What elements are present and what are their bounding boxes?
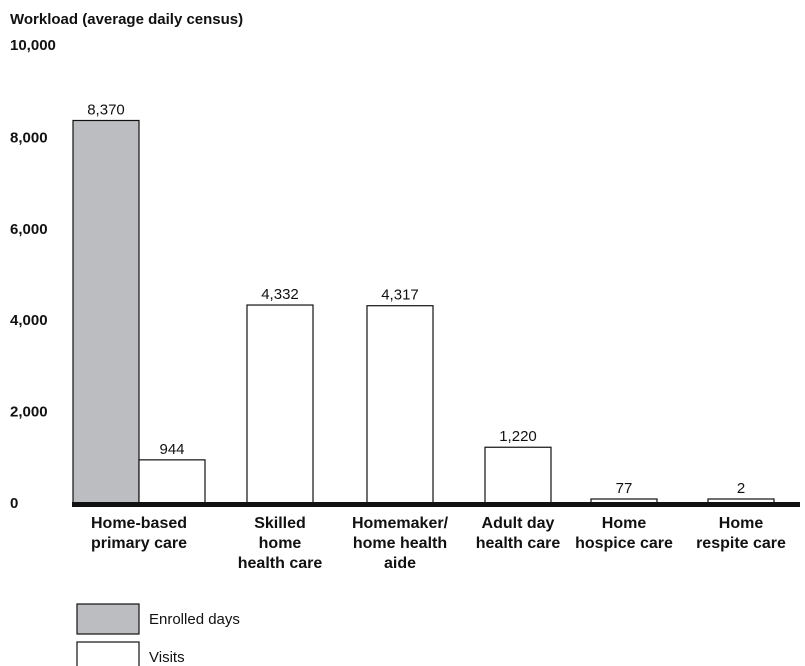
category-label: respite care <box>696 535 786 552</box>
category-label: Homemaker/ <box>352 515 449 532</box>
category-label: hospice care <box>575 535 673 552</box>
bar <box>366 305 434 504</box>
x-axis-baseline <box>72 502 800 507</box>
bar <box>72 119 140 504</box>
y-axis-title: Workload (average daily census) <box>10 11 243 28</box>
data-label: 4,317 <box>381 287 419 304</box>
category-label: home <box>259 535 302 552</box>
bar <box>246 304 314 504</box>
y-axis-ticks: 0 2,000 4,000 6,000 8,000 10,000 <box>10 37 56 512</box>
data-label: 77 <box>616 480 633 497</box>
legend-label: Visits <box>149 649 185 666</box>
y-tick-label: 6,000 <box>10 221 48 238</box>
category-label: health care <box>476 535 561 552</box>
legend-label: Enrolled days <box>149 611 240 628</box>
category-label: home health <box>353 535 447 552</box>
legend-swatch <box>76 603 140 635</box>
data-labels: 8,370 944 4,332 4,317 1,220 77 2 <box>87 101 745 497</box>
y-tick-label: 0 <box>10 495 18 512</box>
y-tick-label: 2,000 <box>10 404 48 421</box>
data-label: 1,220 <box>499 428 537 445</box>
bars <box>72 119 775 504</box>
bar <box>138 459 206 504</box>
category-label: Home <box>602 515 647 532</box>
y-tick-label: 10,000 <box>10 37 56 54</box>
bar <box>484 446 552 504</box>
x-axis-categories: Home-based primary care Skilled home health … <box>91 515 786 572</box>
category-label: health care <box>238 555 323 572</box>
data-label: 944 <box>159 441 184 458</box>
data-label: 4,332 <box>261 286 299 303</box>
data-label: 2 <box>737 480 745 497</box>
category-label: aide <box>384 555 416 572</box>
category-label: Adult day <box>482 515 555 532</box>
y-tick-label: 8,000 <box>10 129 48 146</box>
y-tick-label: 4,000 <box>10 312 48 329</box>
legend-swatch <box>76 641 140 666</box>
category-label: Home <box>719 515 764 532</box>
category-label: primary care <box>91 535 187 552</box>
data-label: 8,370 <box>87 101 125 118</box>
category-label: Home-based <box>91 515 187 532</box>
category-label: Skilled <box>254 515 306 532</box>
legend: Enrolled days Visits <box>76 603 240 666</box>
